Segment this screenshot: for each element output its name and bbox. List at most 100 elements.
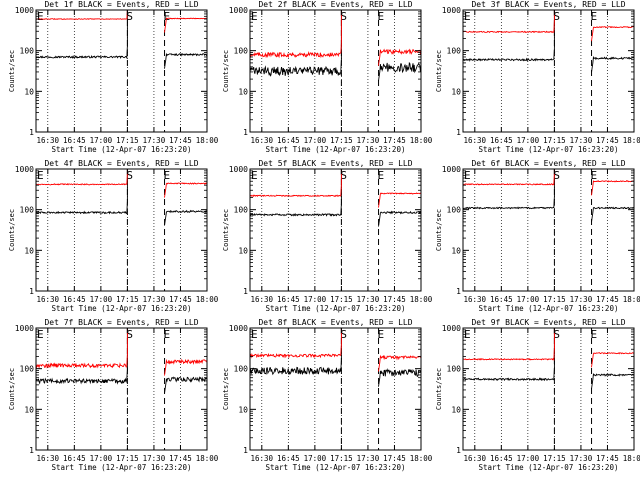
plot-frame	[249, 327, 422, 451]
end-marker-label: E	[164, 328, 171, 341]
events-series-line	[462, 328, 635, 390]
y-tick-label: 1	[456, 128, 461, 137]
end-marker-label: E	[37, 169, 44, 182]
y-tick-label: 100	[20, 206, 35, 215]
y-axis-label: Counts/sec	[222, 209, 230, 251]
x-tick-label: 16:45	[63, 295, 86, 304]
y-tick-label: 1000	[229, 6, 248, 15]
x-tick-label: 16:30	[251, 454, 274, 463]
x-tick-label: 17:00	[90, 454, 113, 463]
end-marker-label: E	[37, 10, 44, 23]
x-axis-label: Start Time (12-Apr-07 16:23:20)	[266, 463, 406, 472]
lld-series-line	[462, 10, 635, 42]
panel-title: Det 8f BLACK = Events, RED = LLD	[258, 318, 412, 327]
x-tick-label: 17:45	[383, 136, 406, 145]
y-tick-label: 10	[24, 87, 34, 96]
x-tick-label: 18:00	[196, 136, 219, 145]
x-axis-label: Start Time (12-Apr-07 16:23:20)	[52, 304, 192, 313]
end-marker-label: E	[378, 328, 385, 341]
y-tick-label: 1	[29, 128, 34, 137]
x-tick-label: 17:30	[570, 295, 593, 304]
panel-title: Det 5f BLACK = Events, RED = LLD	[258, 159, 412, 168]
x-tick-label: 18:00	[410, 454, 433, 463]
y-tick-label: 100	[447, 206, 462, 215]
x-tick-label: 17:30	[143, 136, 166, 145]
end-marker-label: E	[37, 328, 44, 341]
y-tick-label: 10	[238, 87, 248, 96]
y-tick-label: 10	[238, 405, 248, 414]
x-tick-label: 17:30	[570, 136, 593, 145]
start-marker-label: S	[126, 169, 133, 182]
y-tick-label: 1000	[229, 165, 248, 174]
y-axis-label: Counts/sec	[435, 368, 443, 410]
events-series-line	[462, 169, 635, 223]
plot-frame	[35, 9, 208, 133]
panel-title: Det 4f BLACK = Events, RED = LLD	[44, 159, 198, 168]
x-tick-label: 17:00	[304, 136, 327, 145]
x-tick-label: 16:45	[63, 136, 86, 145]
start-marker-label: S	[553, 328, 560, 341]
x-tick-label: 18:00	[623, 454, 640, 463]
y-tick-label: 1000	[15, 324, 34, 333]
y-axis-label: Counts/sec	[8, 209, 16, 251]
x-tick-label: 17:15	[330, 454, 353, 463]
start-marker-label: S	[340, 10, 347, 23]
x-axis-label: Start Time (12-Apr-07 16:23:20)	[52, 463, 192, 472]
y-tick-label: 100	[234, 206, 249, 215]
x-tick-label: 18:00	[410, 136, 433, 145]
y-tick-label: 10	[451, 405, 461, 414]
y-tick-label: 10	[238, 246, 248, 255]
start-marker-label: S	[553, 10, 560, 23]
start-marker-label: S	[126, 328, 133, 341]
end-marker-label: E	[464, 328, 471, 341]
x-tick-label: 17:45	[383, 295, 406, 304]
y-axis-label: Counts/sec	[222, 368, 230, 410]
x-axis-label: Start Time (12-Apr-07 16:23:20)	[479, 145, 619, 154]
x-axis-label: Start Time (12-Apr-07 16:23:20)	[266, 145, 406, 154]
y-tick-label: 1	[243, 287, 248, 296]
x-tick-label: 16:30	[251, 136, 274, 145]
x-tick-label: 16:30	[464, 295, 487, 304]
x-tick-label: 17:00	[517, 454, 540, 463]
x-tick-label: 17:15	[543, 295, 566, 304]
y-tick-label: 100	[234, 47, 249, 56]
y-tick-label: 1000	[442, 324, 461, 333]
x-tick-label: 17:30	[357, 136, 380, 145]
x-tick-label: 17:15	[116, 454, 139, 463]
end-marker-label: E	[378, 10, 385, 23]
panel-title: Det 7f BLACK = Events, RED = LLD	[44, 318, 198, 327]
x-tick-label: 16:30	[37, 295, 60, 304]
end-marker-label: E	[591, 328, 598, 341]
x-tick-label: 17:00	[517, 295, 540, 304]
y-axis-label: Counts/sec	[8, 368, 16, 410]
events-series-line	[249, 169, 422, 227]
y-axis-label: Counts/sec	[8, 50, 16, 92]
y-tick-label: 1000	[229, 324, 248, 333]
x-tick-label: 17:15	[543, 454, 566, 463]
x-tick-label: 17:15	[116, 295, 139, 304]
y-tick-label: 100	[447, 365, 462, 374]
x-tick-label: 17:45	[596, 295, 619, 304]
y-tick-label: 1	[456, 287, 461, 296]
y-tick-label: 100	[447, 47, 462, 56]
y-axis-label: Counts/sec	[435, 50, 443, 92]
y-tick-label: 1000	[15, 6, 34, 15]
x-tick-label: 17:15	[330, 136, 353, 145]
y-tick-label: 100	[20, 365, 35, 374]
x-tick-label: 16:30	[37, 454, 60, 463]
x-tick-label: 17:00	[90, 295, 113, 304]
x-tick-label: 16:45	[490, 136, 513, 145]
lld-series-line	[462, 169, 635, 196]
x-tick-label: 17:15	[330, 295, 353, 304]
end-marker-label: E	[251, 328, 258, 341]
lld-series-line	[35, 169, 208, 198]
y-tick-label: 10	[24, 246, 34, 255]
x-tick-label: 17:45	[169, 136, 192, 145]
